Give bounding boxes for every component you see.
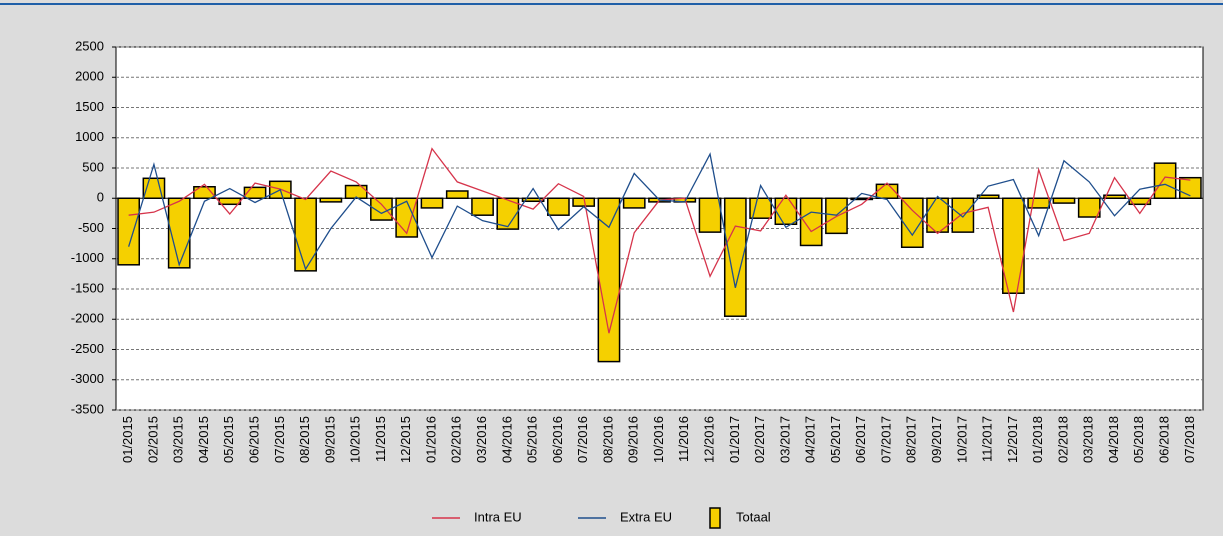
y-tick-label: 0 [97,190,104,205]
x-tick-label: 11/2015 [373,416,388,462]
x-tick-label: 03/2017 [777,416,792,463]
y-tick-label: -1500 [71,280,104,295]
bar [976,194,1000,200]
x-tick-label: 12/2017 [1005,416,1020,463]
x-tick-label: 09/2016 [626,416,641,463]
x-tick-label: 11/2017 [980,416,995,462]
legend-label: Extra EU [620,509,672,524]
bar [1153,162,1177,200]
bar [850,197,874,201]
bar [951,197,975,233]
x-tick-label: 01/2018 [1030,416,1045,463]
x-tick-label: 05/2018 [1131,416,1146,463]
x-tick-label: 07/2017 [878,416,893,463]
bar [420,197,444,209]
bar [749,197,772,219]
x-tick-label: 05/2017 [828,416,843,463]
x-tick-label: 01/2017 [727,416,742,463]
y-tick-label: -2000 [71,311,104,326]
bar [622,197,646,209]
x-tick-label: 02/2018 [1055,416,1070,463]
bar [319,197,343,203]
x-tick-label: 04/2017 [803,416,818,463]
x-tick-label: 08/2017 [904,416,919,463]
x-tick-label: 05/2016 [525,416,540,463]
x-tick-label: 03/2015 [171,416,186,463]
x-tick-label: 04/2016 [499,416,514,463]
x-tick-label: 02/2015 [145,416,160,463]
bar [1002,197,1025,294]
bar [547,197,570,216]
x-tick-label: 04/2018 [1106,416,1121,463]
bar [445,190,469,200]
y-tick-label: 1000 [75,129,104,144]
x-tick-label: 04/2015 [196,416,211,463]
x-tick-label: 03/2016 [474,416,489,463]
y-tick-label: 2500 [75,38,104,53]
y-tick-label: 2000 [75,69,104,84]
y-tick-label: 1500 [75,99,104,114]
bar [1103,194,1126,200]
x-tick-label: 06/2016 [550,416,565,463]
bar [1052,197,1076,204]
y-tick-label: -2500 [71,341,104,356]
y-tick-label: -3000 [71,371,104,386]
x-tick-label: 01/2016 [423,416,438,463]
bar [294,197,317,272]
labels: -3500 -3000 -2500 -2000 -1500 -1000 -500 0 500 10… [71,38,1197,463]
x-tick-label: 08/2016 [600,416,615,463]
x-tick-label: 10/2016 [651,416,666,463]
bar [218,197,242,206]
bar [117,197,141,266]
bar [496,197,520,230]
bar [597,197,621,363]
legend-label: Totaal [736,509,771,524]
x-tick-label: 02/2017 [752,416,767,463]
bar [243,186,267,200]
bar [698,197,722,233]
x-tick-label: 07/2015 [272,416,287,463]
x-tick-label: 09/2017 [929,416,944,463]
x-tick-label: 06/2018 [1157,416,1172,463]
x-tick-label: 05/2015 [221,416,236,463]
x-tick-label: 11/2016 [676,416,691,462]
x-tick-label: 12/2015 [398,416,413,463]
bar [1077,197,1101,218]
plot-area [115,46,1204,411]
bar [521,197,545,203]
bar [471,197,494,216]
x-tick-label: 02/2016 [449,416,464,463]
bar [900,197,924,249]
bar [774,197,798,226]
x-tick-label: 08/2015 [297,416,312,463]
bar [1027,197,1051,209]
x-tick-label: 10/2017 [954,416,969,463]
marks [117,147,1202,363]
y-tick-label: -1000 [71,250,104,265]
legend-label: Intra EU [474,509,522,524]
x-tick-label: 12/2016 [701,416,716,463]
y-tick-label: -500 [78,220,104,235]
x-tick-label: 07/2018 [1182,416,1197,463]
y-tick-label: 500 [82,159,104,174]
x-tick-label: 09/2015 [322,416,337,463]
bar [193,186,216,200]
x-tick-label: 07/2016 [575,416,590,463]
bar [370,197,393,221]
y-tick-label: -3500 [71,401,104,416]
x-tick-label: 06/2015 [246,416,261,463]
x-tick-label: 01/2015 [120,416,135,463]
legend: Intra EU Extra EU Totaal [432,507,771,529]
line [128,152,1191,288]
legend-swatch [709,507,721,529]
bar [799,197,823,247]
bar [926,197,949,233]
x-tick-label: 06/2017 [853,416,868,463]
x-tick-label: 03/2018 [1081,416,1096,463]
x-tick-label: 10/2015 [348,416,363,463]
